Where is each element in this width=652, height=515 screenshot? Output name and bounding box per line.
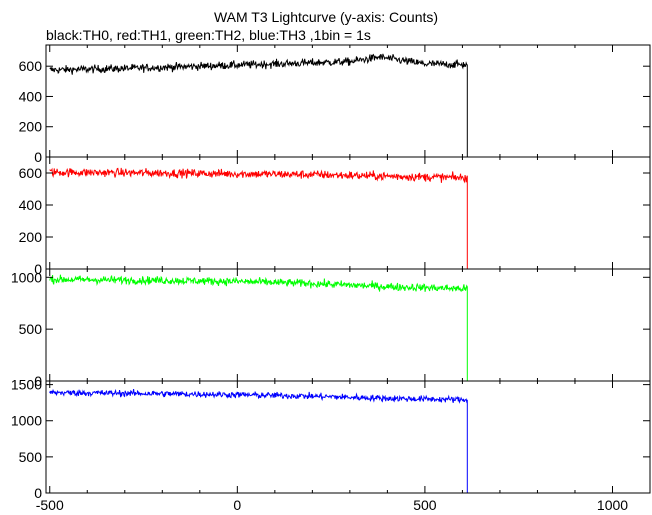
y-tick-label: 200 [19,229,43,245]
y-tick-label: 0 [34,149,42,165]
panel-frame-2 [45,156,651,270]
x-tick-label: -500 [36,497,64,513]
y-tick-label: 0 [34,485,42,501]
chart-title: WAM T3 Lightcurve (y-axis: Counts) [213,9,439,25]
y-tick-label: 400 [19,197,43,213]
y-tick-label: 600 [19,58,43,74]
y-tick-label: 1500 [11,377,42,393]
x-tick-label: 1000 [597,497,628,513]
panel-frame-3 [45,268,651,382]
y-tick-label: 500 [19,321,43,337]
x-tick-label: 0 [233,497,241,513]
x-tick-label: 500 [413,497,437,513]
series-line-th3 [49,388,650,494]
chart-subtitle: black:TH0, red:TH1, green:TH2, blue:TH3 … [46,27,371,43]
series-line-th0 [49,53,650,158]
y-tick-label: 0 [34,261,42,277]
panel-frame-4 [45,380,651,494]
series-line-th2 [49,274,650,382]
y-tick-label: 200 [19,119,43,135]
y-tick-label: 400 [19,88,43,104]
y-tick-label: 1000 [11,413,42,429]
y-tick-label: 600 [19,165,43,181]
y-tick-label: 1000 [11,269,42,285]
y-tick-label: 500 [19,449,43,465]
series-line-th1 [49,167,650,270]
y-tick-label: 0 [34,373,42,389]
